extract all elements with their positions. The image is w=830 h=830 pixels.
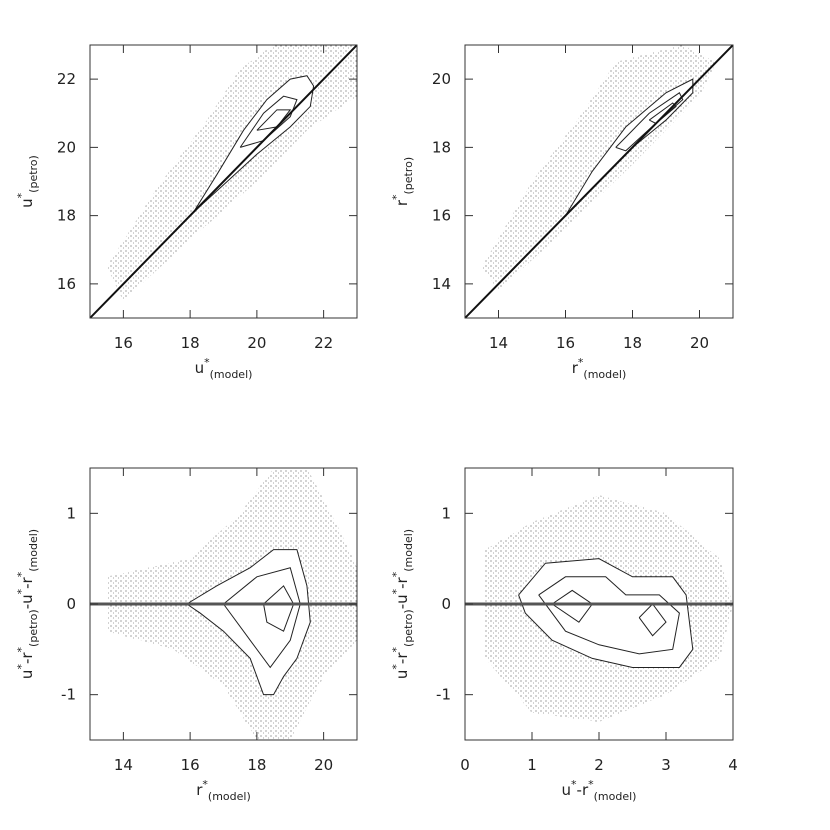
x-tick-label: 22	[314, 334, 333, 352]
y-tick-label: 1	[441, 504, 451, 522]
x-tick-label: 16	[556, 334, 575, 352]
contour	[223, 567, 301, 669]
label-part: (model)	[210, 368, 253, 381]
label-part: -r	[18, 576, 36, 588]
x-tick-label: 20	[314, 756, 333, 774]
y-tick-label: 20	[57, 138, 76, 156]
label-part: (model)	[208, 790, 251, 803]
label-part: *	[390, 664, 403, 670]
label-part: (petro)	[402, 609, 415, 647]
label-part: u	[195, 359, 205, 377]
x-tick-label: 2	[594, 756, 604, 774]
label-part: u	[18, 198, 36, 208]
panel: 0 1 2 3 4-101u*-r*(model)u*-r*(petro)-u*-r*(…	[390, 467, 738, 803]
reference-line	[90, 45, 357, 318]
label-part: -u	[393, 594, 411, 609]
label-part: *	[15, 588, 28, 594]
axis-label: r*(model)	[572, 356, 627, 381]
label-part: *	[15, 646, 28, 652]
y-tick-label: 22	[57, 70, 76, 88]
x-tick-label: 20	[690, 334, 709, 352]
contour	[615, 92, 684, 152]
label-part: -u	[18, 594, 36, 609]
contour	[648, 102, 677, 125]
label-part: *	[15, 192, 28, 198]
x-tick-label: 3	[661, 756, 671, 774]
plot-frame	[464, 44, 734, 319]
label-part: *	[15, 571, 28, 577]
label-part: (petro)	[402, 157, 415, 195]
label-part: (petro)	[27, 155, 40, 193]
label-part: *	[390, 646, 403, 652]
contour	[638, 603, 667, 637]
y-tick-label: 0	[441, 595, 451, 613]
axis-label: r*(petro)	[390, 157, 415, 206]
label-part: *	[390, 588, 403, 594]
x-tick-label: 14	[489, 334, 508, 352]
y-tick-label: 14	[432, 275, 451, 293]
y-tick-label: -1	[436, 686, 451, 704]
axis-label: u*-r*(petro)-u*-r*(model)	[15, 529, 40, 679]
x-tick-label: 1	[527, 756, 537, 774]
label-part: *	[390, 194, 403, 200]
label-part: (model)	[594, 790, 637, 803]
label-part: (petro)	[27, 609, 40, 647]
y-tick-label: -1	[61, 686, 76, 704]
x-tick-label: 18	[247, 756, 266, 774]
label-part: r	[196, 781, 203, 799]
label-part: r	[572, 359, 579, 377]
reference-line	[465, 45, 733, 318]
panel: 14 16 18 20-101r*(model)u*-r*(petro)-u*-r*(…	[15, 467, 358, 803]
y-tick-label: 18	[432, 138, 451, 156]
label-part: r	[393, 199, 411, 206]
label-part: *	[578, 356, 584, 369]
label-part: *	[571, 778, 577, 791]
label-part: (model)	[583, 368, 626, 381]
x-tick-label: 14	[114, 756, 133, 774]
label-part: (model)	[402, 529, 415, 572]
contour	[186, 549, 311, 696]
x-tick-label: 18	[623, 334, 642, 352]
plot-frame	[89, 44, 358, 319]
contour	[263, 585, 295, 632]
label-part: *	[390, 571, 403, 577]
y-tick-label: 1	[66, 504, 76, 522]
contour	[256, 109, 292, 131]
label-part: *	[588, 778, 594, 791]
y-tick-label: 0	[66, 595, 76, 613]
label-part: *	[15, 664, 28, 670]
label-part: -r	[577, 781, 589, 799]
axis-label: u*(model)	[195, 356, 253, 381]
y-tick-label: 20	[432, 70, 451, 88]
axis-label: u*-r*(petro)-u*-r*(model)	[390, 529, 415, 679]
axis-label: u*-r*(model)	[562, 778, 637, 803]
y-tick-label: 16	[57, 275, 76, 293]
label-part: -r	[18, 652, 36, 664]
y-tick-label: 16	[432, 207, 451, 225]
label-part: u	[562, 781, 572, 799]
x-tick-label: 16	[181, 756, 200, 774]
label-part: *	[202, 778, 208, 791]
x-tick-label: 0	[460, 756, 470, 774]
x-tick-label: 4	[728, 756, 738, 774]
x-tick-label: 20	[247, 334, 266, 352]
label-part: -r	[393, 652, 411, 664]
label-part: *	[204, 356, 210, 369]
label-part: u	[393, 670, 411, 680]
contour	[538, 576, 680, 655]
y-tick-label: 18	[57, 207, 76, 225]
axis-label: u*(petro)	[15, 155, 40, 208]
contour	[518, 558, 694, 668]
axis-label: r*(model)	[196, 778, 251, 803]
x-tick-label: 16	[114, 334, 133, 352]
x-tick-label: 18	[181, 334, 200, 352]
label-part: -r	[393, 576, 411, 588]
label-part: (model)	[27, 529, 40, 572]
label-part: u	[18, 670, 36, 680]
